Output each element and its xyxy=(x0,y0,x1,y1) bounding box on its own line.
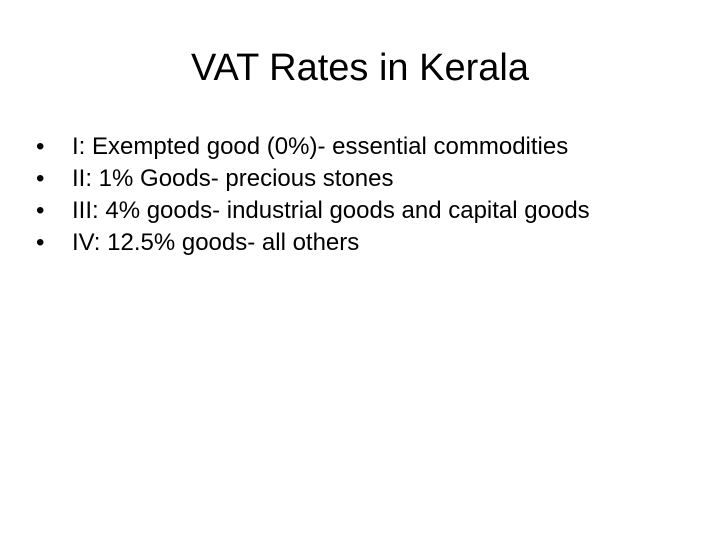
bullet-text: III: 4% goods- industrial goods and capi… xyxy=(72,197,590,224)
bullet-text: IV: 12.5% goods- all others xyxy=(72,229,360,256)
bullet-item: • II: 1% Goods- precious stones xyxy=(36,164,656,193)
slide-title: VAT Rates in Kerala xyxy=(191,47,529,89)
bullet-marker: • xyxy=(36,197,45,224)
bullet-text: I: Exempted good (0%)- essential commodi… xyxy=(72,133,569,160)
bullet-item: • III: 4% goods- industrial goods and cap… xyxy=(36,196,656,225)
bullet-item: • I: Exempted good (0%)- essential commod… xyxy=(36,132,656,161)
bullet-item: • IV: 12.5% goods- all others xyxy=(36,228,656,257)
bullet-list: • I: Exempted good (0%)- essential commod… xyxy=(36,132,656,260)
bullet-text: II: 1% Goods- precious stones xyxy=(72,165,394,192)
bullet-marker: • xyxy=(36,133,45,160)
bullet-marker: • xyxy=(36,165,45,192)
bullet-marker: • xyxy=(36,229,45,256)
